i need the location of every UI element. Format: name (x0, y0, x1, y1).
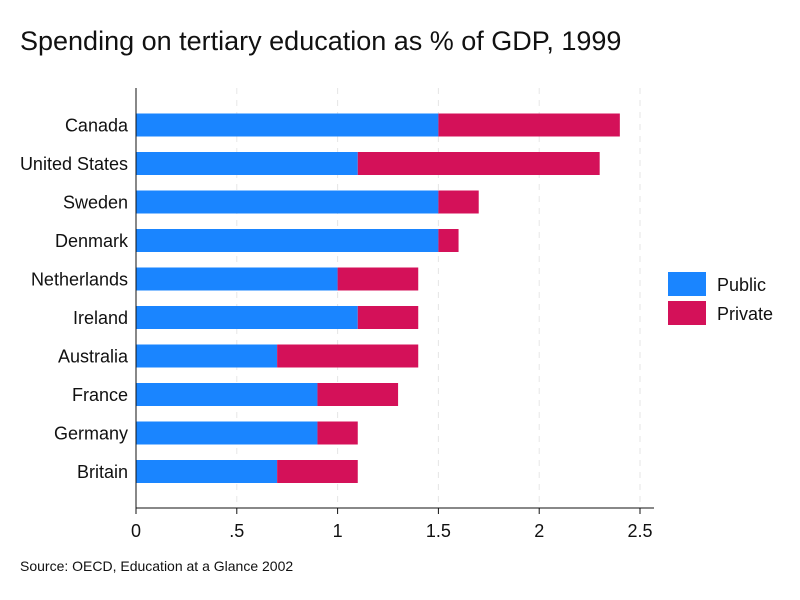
x-tick-labels: 0 .5 1 1.5 2 2.5 (131, 521, 653, 541)
bar-public (136, 229, 439, 252)
category-label: Germany (54, 424, 128, 444)
x-tick-label: 0 (131, 521, 141, 541)
bar-private (317, 421, 358, 445)
bar-public (136, 306, 358, 329)
bar-private (357, 306, 419, 329)
category-label: Denmark (55, 231, 129, 251)
bar-private (438, 190, 479, 214)
x-tick-label: 2 (534, 521, 544, 541)
x-tick-label: 2.5 (627, 521, 652, 541)
category-label: Canada (65, 116, 129, 136)
chart-title: Spending on tertiary education as % of G… (20, 26, 621, 56)
category-label: United States (20, 154, 128, 174)
category-label: Sweden (63, 193, 128, 213)
category-label: France (72, 385, 128, 405)
x-tick-label: 1 (333, 521, 343, 541)
category-labels: Canada United States Sweden Denmark Netherla… (20, 116, 129, 483)
category-label: Britain (77, 462, 128, 482)
grid-lines (236, 88, 641, 508)
legend-swatch-public (668, 272, 706, 296)
legend-label-public: Public (717, 275, 766, 295)
bar-public (136, 460, 278, 483)
bar-public (136, 344, 278, 368)
x-tick-label: 1.5 (426, 521, 451, 541)
bar-private (438, 113, 620, 137)
bar-private (277, 460, 358, 483)
category-label: Australia (58, 347, 129, 367)
bar-private (337, 267, 419, 291)
legend: Public Private (668, 272, 773, 325)
bars (136, 113, 620, 483)
bar-public (136, 267, 338, 291)
bar-private (317, 383, 399, 406)
source-note: Source: OECD, Education at a Glance 2002 (20, 558, 293, 574)
category-label: Netherlands (31, 270, 128, 290)
bar-public (136, 383, 318, 406)
legend-label-private: Private (717, 304, 773, 324)
bar-private (438, 229, 459, 252)
legend-swatch-private (668, 301, 706, 325)
bar-public (136, 113, 439, 137)
category-label: Ireland (73, 308, 128, 328)
x-tick-label: .5 (229, 521, 244, 541)
axes (135, 88, 654, 514)
bar-private (357, 152, 600, 175)
bar-public (136, 421, 318, 445)
bar-public (136, 190, 439, 214)
bar-private (277, 344, 419, 368)
bar-public (136, 152, 358, 175)
